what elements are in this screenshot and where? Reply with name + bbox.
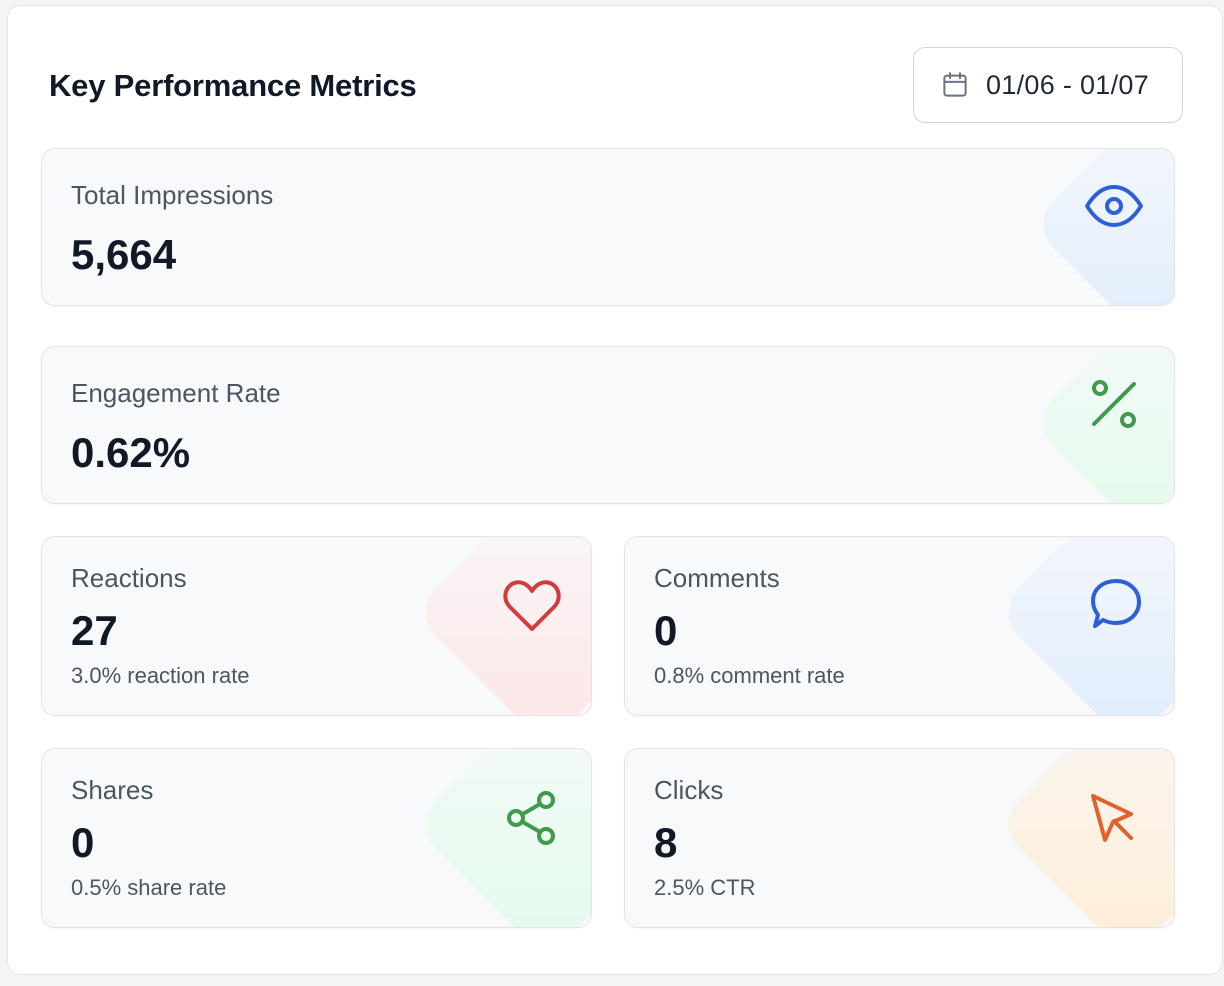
- panel-header: Key Performance Metrics 01/06 - 01/07: [49, 47, 1183, 123]
- comments-value: 0: [654, 607, 678, 654]
- share-icon: [500, 786, 564, 850]
- comments-rate: 0.8% comment rate: [654, 663, 845, 688]
- impressions-card: Total Impressions 5,664: [41, 148, 1175, 306]
- clicks-label: Clicks: [654, 775, 724, 805]
- reactions-label: Reactions: [71, 563, 187, 593]
- percent-icon: [1082, 372, 1146, 436]
- date-range-label: 01/06 - 01/07: [986, 69, 1150, 100]
- heart-icon: [500, 574, 564, 638]
- impressions-value: 5,664: [71, 231, 177, 278]
- reactions-card: Reactions 27 3.0% reaction rate: [41, 536, 592, 716]
- panel-title: Key Performance Metrics: [49, 68, 417, 103]
- reactions-rate: 3.0% reaction rate: [71, 663, 250, 688]
- engagement-label: Engagement Rate: [71, 378, 281, 408]
- eye-icon: [1082, 174, 1146, 238]
- engagement-card: Engagement Rate 0.62%: [41, 346, 1175, 504]
- shares-rate: 0.5% share rate: [71, 875, 227, 900]
- date-range-button[interactable]: 01/06 - 01/07: [913, 47, 1183, 123]
- reactions-value: 27: [71, 607, 118, 654]
- impressions-label: Total Impressions: [71, 180, 274, 210]
- comments-card: Comments 0 0.8% comment rate: [624, 536, 1175, 716]
- clicks-value: 8: [654, 819, 678, 866]
- shares-label: Shares: [71, 775, 154, 805]
- cursor-icon: [1083, 786, 1147, 850]
- clicks-rate: 2.5% CTR: [654, 875, 756, 900]
- shares-card: Shares 0 0.5% share rate: [41, 748, 592, 928]
- clicks-card: Clicks 8 2.5% CTR: [624, 748, 1175, 928]
- engagement-value: 0.62%: [71, 429, 191, 476]
- message-circle-icon: [1083, 574, 1147, 638]
- comments-label: Comments: [654, 563, 780, 593]
- calendar-icon: [943, 72, 967, 97]
- shares-value: 0: [71, 819, 95, 866]
